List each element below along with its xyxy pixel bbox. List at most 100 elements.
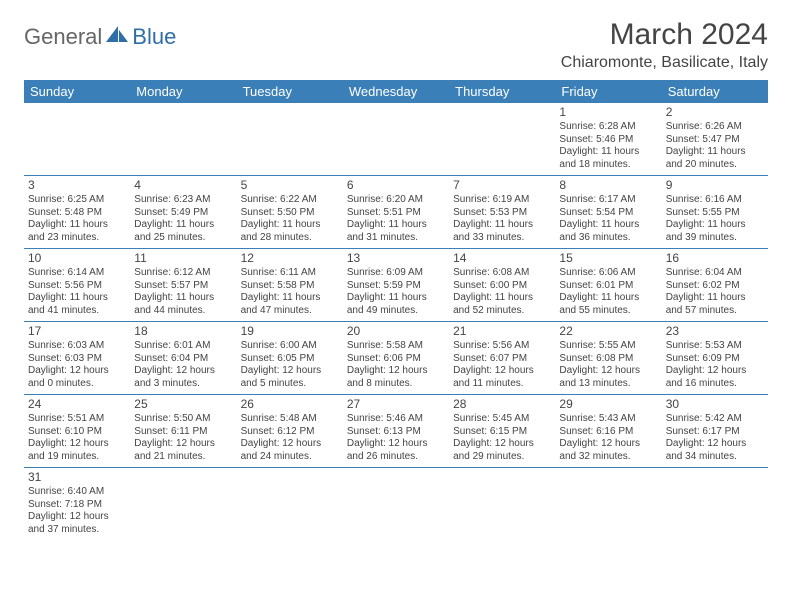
month-title: March 2024 <box>561 18 768 52</box>
daylight-line: Daylight: 11 hours and 23 minutes. <box>28 219 126 244</box>
day-number: 5 <box>241 178 339 193</box>
sunrise-line: Sunrise: 5:51 AM <box>28 413 126 426</box>
daylight-line: Daylight: 12 hours and 34 minutes. <box>666 438 764 463</box>
day-number: 28 <box>453 397 551 412</box>
day-number: 7 <box>453 178 551 193</box>
calendar-day: 13Sunrise: 6:09 AMSunset: 5:59 PMDayligh… <box>343 249 449 322</box>
day-number: 17 <box>28 324 126 339</box>
sunrise-line: Sunrise: 6:40 AM <box>28 486 126 499</box>
daylight-line: Daylight: 12 hours and 32 minutes. <box>559 438 657 463</box>
daylight-line: Daylight: 12 hours and 19 minutes. <box>28 438 126 463</box>
daylight-line: Daylight: 11 hours and 52 minutes. <box>453 292 551 317</box>
calendar-empty <box>130 103 236 176</box>
day-header: Sunday <box>24 80 130 103</box>
sunset-line: Sunset: 5:58 PM <box>241 280 339 293</box>
daylight-line: Daylight: 11 hours and 25 minutes. <box>134 219 232 244</box>
brand-logo: General Blue <box>24 24 176 50</box>
day-number: 10 <box>28 251 126 266</box>
calendar-week: 24Sunrise: 5:51 AMSunset: 6:10 PMDayligh… <box>24 395 768 468</box>
sunset-line: Sunset: 6:13 PM <box>347 426 445 439</box>
calendar-day: 2Sunrise: 6:26 AMSunset: 5:47 PMDaylight… <box>662 103 768 176</box>
calendar-day: 16Sunrise: 6:04 AMSunset: 6:02 PMDayligh… <box>662 249 768 322</box>
daylight-line: Daylight: 11 hours and 57 minutes. <box>666 292 764 317</box>
sunset-line: Sunset: 5:48 PM <box>28 207 126 220</box>
calendar-day: 8Sunrise: 6:17 AMSunset: 5:54 PMDaylight… <box>555 176 661 249</box>
day-number: 2 <box>666 105 764 120</box>
day-number: 21 <box>453 324 551 339</box>
daylight-line: Daylight: 12 hours and 21 minutes. <box>134 438 232 463</box>
calendar-page: General Blue March 2024 Chiaromonte, Bas… <box>0 0 792 558</box>
day-number: 20 <box>347 324 445 339</box>
daylight-line: Daylight: 12 hours and 13 minutes. <box>559 365 657 390</box>
day-number: 9 <box>666 178 764 193</box>
day-number: 16 <box>666 251 764 266</box>
calendar-day: 5Sunrise: 6:22 AMSunset: 5:50 PMDaylight… <box>237 176 343 249</box>
sunset-line: Sunset: 5:55 PM <box>666 207 764 220</box>
sunset-line: Sunset: 6:11 PM <box>134 426 232 439</box>
calendar-day: 30Sunrise: 5:42 AMSunset: 6:17 PMDayligh… <box>662 395 768 468</box>
sunset-line: Sunset: 5:59 PM <box>347 280 445 293</box>
day-number: 24 <box>28 397 126 412</box>
calendar-empty <box>555 468 661 541</box>
sunset-line: Sunset: 6:15 PM <box>453 426 551 439</box>
sunrise-line: Sunrise: 6:01 AM <box>134 340 232 353</box>
calendar-empty <box>343 468 449 541</box>
day-header: Thursday <box>449 80 555 103</box>
sunset-line: Sunset: 5:46 PM <box>559 134 657 147</box>
brand-general: General <box>24 24 102 50</box>
sunrise-line: Sunrise: 6:09 AM <box>347 267 445 280</box>
calendar-day: 27Sunrise: 5:46 AMSunset: 6:13 PMDayligh… <box>343 395 449 468</box>
sunrise-line: Sunrise: 6:22 AM <box>241 194 339 207</box>
sunset-line: Sunset: 6:00 PM <box>453 280 551 293</box>
brand-sail-icon <box>102 24 130 50</box>
sunset-line: Sunset: 5:49 PM <box>134 207 232 220</box>
sunrise-line: Sunrise: 6:17 AM <box>559 194 657 207</box>
sunset-line: Sunset: 6:16 PM <box>559 426 657 439</box>
daylight-line: Daylight: 12 hours and 3 minutes. <box>134 365 232 390</box>
sunrise-line: Sunrise: 6:08 AM <box>453 267 551 280</box>
sunrise-line: Sunrise: 5:53 AM <box>666 340 764 353</box>
day-number: 31 <box>28 470 126 485</box>
day-number: 14 <box>453 251 551 266</box>
sunset-line: Sunset: 6:04 PM <box>134 353 232 366</box>
daylight-line: Daylight: 11 hours and 55 minutes. <box>559 292 657 317</box>
day-number: 30 <box>666 397 764 412</box>
calendar-table: SundayMondayTuesdayWednesdayThursdayFrid… <box>24 80 768 540</box>
calendar-day: 11Sunrise: 6:12 AMSunset: 5:57 PMDayligh… <box>130 249 236 322</box>
calendar-week: 31Sunrise: 6:40 AMSunset: 7:18 PMDayligh… <box>24 468 768 541</box>
daylight-line: Daylight: 11 hours and 28 minutes. <box>241 219 339 244</box>
sunrise-line: Sunrise: 6:00 AM <box>241 340 339 353</box>
calendar-week: 3Sunrise: 6:25 AMSunset: 5:48 PMDaylight… <box>24 176 768 249</box>
day-header: Tuesday <box>237 80 343 103</box>
calendar-day: 24Sunrise: 5:51 AMSunset: 6:10 PMDayligh… <box>24 395 130 468</box>
calendar-day: 9Sunrise: 6:16 AMSunset: 5:55 PMDaylight… <box>662 176 768 249</box>
daylight-line: Daylight: 11 hours and 36 minutes. <box>559 219 657 244</box>
sunrise-line: Sunrise: 5:42 AM <box>666 413 764 426</box>
calendar-day: 10Sunrise: 6:14 AMSunset: 5:56 PMDayligh… <box>24 249 130 322</box>
sunrise-line: Sunrise: 5:48 AM <box>241 413 339 426</box>
sunrise-line: Sunrise: 6:26 AM <box>666 121 764 134</box>
brand-blue: Blue <box>132 24 176 50</box>
calendar-day: 6Sunrise: 6:20 AMSunset: 5:51 PMDaylight… <box>343 176 449 249</box>
daylight-line: Daylight: 12 hours and 29 minutes. <box>453 438 551 463</box>
daylight-line: Daylight: 12 hours and 24 minutes. <box>241 438 339 463</box>
sunset-line: Sunset: 7:18 PM <box>28 499 126 512</box>
day-number: 13 <box>347 251 445 266</box>
day-number: 26 <box>241 397 339 412</box>
sunrise-line: Sunrise: 6:20 AM <box>347 194 445 207</box>
daylight-line: Daylight: 12 hours and 8 minutes. <box>347 365 445 390</box>
sunset-line: Sunset: 6:08 PM <box>559 353 657 366</box>
sunrise-line: Sunrise: 5:55 AM <box>559 340 657 353</box>
calendar-day: 29Sunrise: 5:43 AMSunset: 6:16 PMDayligh… <box>555 395 661 468</box>
sunrise-line: Sunrise: 6:06 AM <box>559 267 657 280</box>
calendar-empty <box>449 468 555 541</box>
calendar-week: 10Sunrise: 6:14 AMSunset: 5:56 PMDayligh… <box>24 249 768 322</box>
calendar-day: 21Sunrise: 5:56 AMSunset: 6:07 PMDayligh… <box>449 322 555 395</box>
calendar-week: 17Sunrise: 6:03 AMSunset: 6:03 PMDayligh… <box>24 322 768 395</box>
sunrise-line: Sunrise: 5:45 AM <box>453 413 551 426</box>
sunrise-line: Sunrise: 6:12 AM <box>134 267 232 280</box>
day-number: 27 <box>347 397 445 412</box>
calendar-day: 31Sunrise: 6:40 AMSunset: 7:18 PMDayligh… <box>24 468 130 541</box>
calendar-empty <box>237 103 343 176</box>
calendar-empty <box>24 103 130 176</box>
